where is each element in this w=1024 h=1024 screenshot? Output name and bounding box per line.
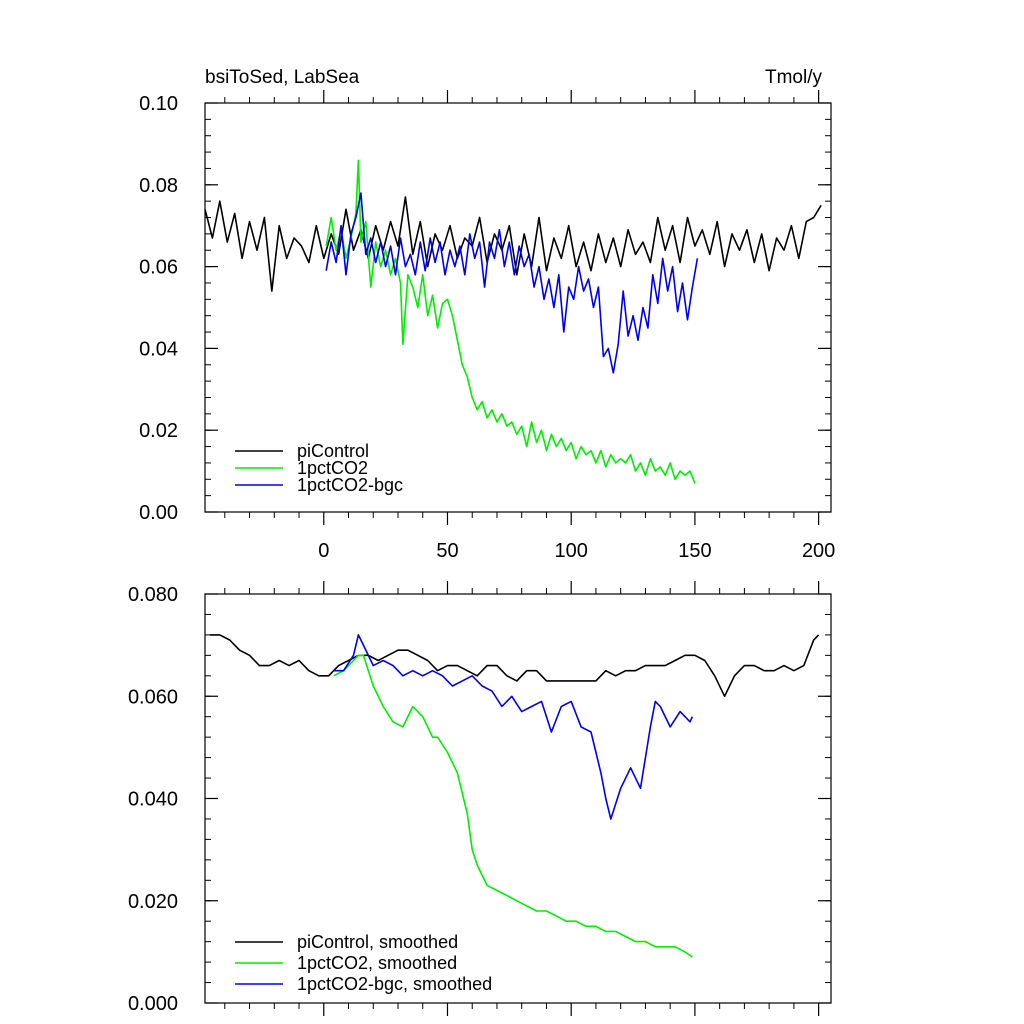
legend-label: piControl bbox=[297, 441, 369, 461]
top-panel: bsiToSed, LabSea Tmol/y 0.00 0.02 0.04 0.06… bbox=[139, 67, 835, 562]
series-line-piControl bbox=[209, 634, 820, 698]
y-tick-label: 0.00 bbox=[139, 502, 178, 524]
y-tick-label: 0.060 bbox=[128, 686, 178, 708]
legend-label: 1pctCO2, smoothed bbox=[297, 953, 457, 973]
series-line-1pctCO2-bgc bbox=[325, 192, 699, 374]
bottom-panel: 0.000 0.020 0.040 0.060 0.080 piControl, smo… bbox=[128, 581, 832, 1016]
legend-label: 1pctCO2-bgc, smoothed bbox=[297, 974, 492, 994]
chart-title: bsiToSed, LabSea bbox=[205, 67, 360, 88]
legend-label: 1pctCO2 bbox=[297, 458, 368, 478]
y-tick-label: 0.10 bbox=[139, 93, 178, 115]
x-tick-label: 100 bbox=[555, 540, 588, 562]
x-tick-label: 0 bbox=[318, 540, 329, 562]
y-tick-label: 0.000 bbox=[128, 993, 178, 1015]
x-tick-label: 50 bbox=[436, 540, 458, 562]
y-tick-label: 0.06 bbox=[139, 257, 178, 279]
x-tick-label: 200 bbox=[802, 540, 835, 562]
series-line-piControl bbox=[204, 196, 822, 292]
units-label: Tmol/y bbox=[765, 67, 823, 88]
top-series-lines bbox=[204, 159, 822, 484]
series-line-1pctCO2-bgc bbox=[333, 634, 694, 820]
y-tick-label: 0.020 bbox=[128, 891, 178, 913]
y-tick-label: 0.08 bbox=[139, 175, 178, 197]
bottom-axes: 0.000 0.020 0.040 0.060 0.080 bbox=[128, 581, 832, 1016]
y-tick-label: 0.080 bbox=[128, 584, 178, 606]
top-axes: 0.00 0.02 0.04 0.06 0.08 0.10 0 50 100 150 200 bbox=[139, 90, 835, 562]
legend-label: piControl, smoothed bbox=[297, 932, 458, 952]
x-tick-label: 150 bbox=[678, 540, 711, 562]
y-tick-label: 0.02 bbox=[139, 420, 178, 442]
y-tick-label: 0.040 bbox=[128, 789, 178, 811]
series-line-1pctCO2 bbox=[333, 654, 693, 958]
legend-label: 1pctCO2-bgc bbox=[297, 475, 403, 495]
plot-frame bbox=[204, 102, 832, 513]
y-tick-label: 0.04 bbox=[139, 338, 178, 360]
bottom-series-lines bbox=[209, 634, 820, 958]
